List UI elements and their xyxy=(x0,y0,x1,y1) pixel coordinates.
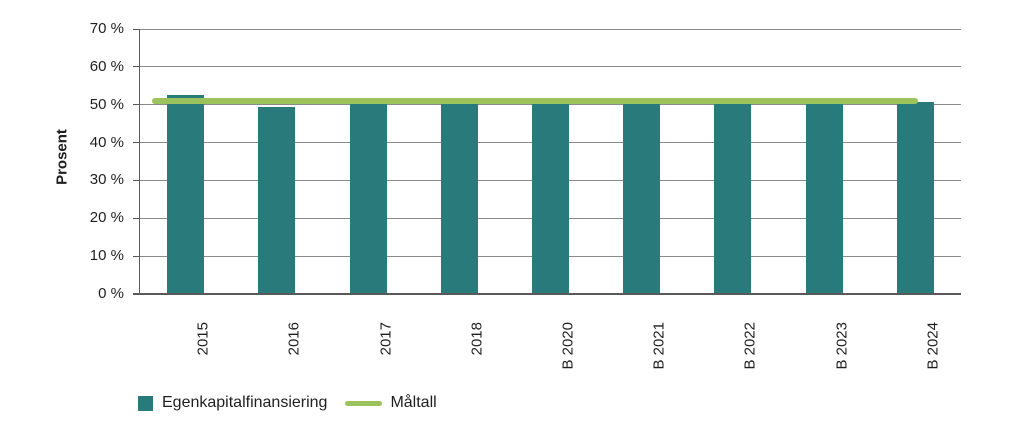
legend-target-label: Måltall xyxy=(390,394,437,411)
x-axis-label: B 2023 xyxy=(833,322,851,370)
x-axis-label: 2015 xyxy=(194,322,212,356)
y-tick-label: 60 % xyxy=(89,57,124,75)
y-axis-tick xyxy=(133,255,140,257)
y-tick-label: 50 % xyxy=(89,95,124,113)
y-axis-tick xyxy=(133,142,140,144)
bar-2018 xyxy=(440,103,478,294)
x-axis-label: 2018 xyxy=(468,322,486,356)
bar-2016 xyxy=(258,106,296,294)
x-axis-label: B 2020 xyxy=(559,322,577,370)
gridline xyxy=(140,66,961,68)
y-axis-tick xyxy=(133,28,140,30)
y-tick-label: 20 % xyxy=(89,209,124,227)
y-tick-label: 40 % xyxy=(89,133,124,151)
legend-bar-label: Egenkapitalfinansiering xyxy=(162,394,328,411)
y-tick-label: 30 % xyxy=(89,171,124,189)
legend-target-line-swatch-icon xyxy=(345,400,383,406)
bar-b-2022 xyxy=(714,103,752,294)
bar-2017 xyxy=(349,103,387,294)
x-axis-label: 2017 xyxy=(377,322,395,356)
x-axis-label: 2016 xyxy=(285,322,303,356)
bar-2015 xyxy=(167,95,205,294)
bar-b-2021 xyxy=(623,103,661,294)
bar-b-2020 xyxy=(532,103,569,294)
y-axis-line xyxy=(138,29,140,295)
y-axis-tick xyxy=(133,217,140,219)
bar-b-2023 xyxy=(805,103,843,294)
x-axis-line xyxy=(133,293,961,295)
y-tick-label: 0 % xyxy=(98,285,124,302)
y-tick-label: 10 % xyxy=(89,247,124,265)
legend-bar-swatch-icon xyxy=(138,395,153,411)
y-axis-tick xyxy=(133,104,140,106)
target-line xyxy=(152,97,918,104)
x-axis-label: B 2022 xyxy=(741,322,759,370)
y-tick-label: 70 % xyxy=(89,20,124,37)
x-axis-label: B 2021 xyxy=(650,322,668,370)
legend: Egenkapitalfinansiering Måltall xyxy=(138,393,437,413)
gridline xyxy=(140,28,961,30)
y-axis-tick xyxy=(133,179,140,181)
x-axis-label: B 2024 xyxy=(924,322,942,370)
y-axis-tick xyxy=(133,66,140,68)
bar-b-2024 xyxy=(896,101,934,294)
